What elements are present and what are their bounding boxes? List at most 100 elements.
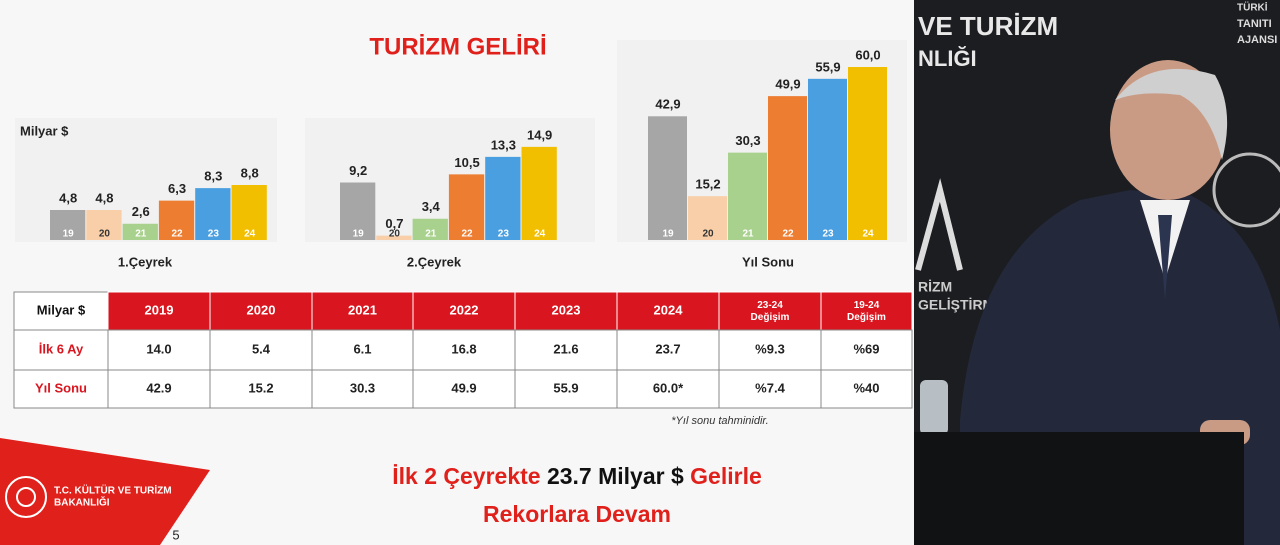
data-label: 2,6 [132, 204, 150, 219]
bar [158, 200, 195, 240]
table-header-cell [820, 291, 913, 331]
x-axis-label: Yıl Sonu [742, 254, 794, 269]
x-axis-label: 2.Çeyrek [407, 254, 462, 269]
data-label: 9,2 [349, 163, 367, 178]
backdrop-text: TANITI [1237, 18, 1272, 30]
backdrop-shape [915, 178, 963, 271]
bar [340, 182, 376, 240]
table-header-text: Milyar $ [37, 302, 86, 317]
data-label: 3,4 [422, 199, 441, 214]
data-label: 55,9 [815, 59, 840, 74]
table-cell-text: 30.3 [350, 380, 375, 395]
table-cell [820, 369, 913, 409]
table-header-cell [412, 291, 516, 331]
table-header-text: 2020 [247, 302, 276, 317]
table-cell-text: 16.8 [451, 341, 476, 356]
table-cell [209, 329, 313, 371]
data-label: 42,9 [655, 97, 680, 112]
table-cell-text: %7.4 [755, 380, 785, 395]
table-header-text: 2024 [654, 302, 684, 317]
bar [485, 156, 521, 240]
category-label: 19 [63, 229, 75, 240]
category-label: 22 [461, 229, 473, 240]
backdrop-text: GELİŞTİRME [918, 297, 1004, 313]
water-bottle [920, 380, 948, 435]
data-label: 15,2 [695, 177, 720, 192]
data-label: 8,3 [204, 169, 222, 184]
table-cell-text: %40 [853, 380, 879, 395]
logo-band [0, 438, 210, 545]
bar [728, 152, 767, 240]
table-cell-text: 42.9 [146, 380, 171, 395]
backdrop-text: VE TURİZM [918, 11, 1058, 41]
table-header-text: 2022 [450, 302, 479, 317]
headline: İlk 2 Çeyrekte 23.7 Milyar $ Gelirle [392, 463, 762, 489]
bar [648, 116, 687, 240]
table-header-cell [311, 291, 414, 331]
headline-part: Gelirle [690, 463, 762, 489]
data-label: 14,9 [527, 127, 552, 142]
table-header-text: 2021 [348, 302, 377, 317]
data-label: 49,9 [775, 77, 800, 92]
bar [376, 235, 412, 240]
table-header-cell [209, 291, 313, 331]
category-label: 19 [353, 229, 365, 240]
table-cell-text: 15.2 [248, 380, 273, 395]
table-cell-text: 21.6 [553, 341, 578, 356]
backdrop-text: RİZM [918, 279, 952, 295]
table-header-cell [718, 291, 822, 331]
speaker-tie [1158, 215, 1172, 300]
data-label: 8,8 [241, 165, 259, 180]
headline-part: İlk 2 Çeyrekte [392, 463, 540, 489]
bar [688, 196, 727, 240]
bar [122, 223, 158, 240]
table-cell [107, 329, 211, 371]
category-label: 24 [862, 229, 874, 240]
page-number: 5 [172, 527, 179, 542]
logo-text: BAKANLIĞI [54, 496, 110, 509]
category-label: 20 [99, 229, 111, 240]
x-axis-label: 1.Çeyrek [118, 254, 173, 269]
table-cell-text: 60.0* [653, 380, 684, 395]
table-cell-text: 23.7 [655, 341, 680, 356]
category-label: 23 [822, 229, 834, 240]
category-label: 21 [135, 229, 147, 240]
table-row-label: İlk 6 Ay [39, 341, 84, 356]
category-label: 24 [244, 229, 256, 240]
table-cell [616, 329, 720, 371]
bar [848, 67, 887, 240]
category-label: 21 [425, 229, 437, 240]
table-cell-text: 55.9 [553, 380, 578, 395]
table-cell-text: %9.3 [755, 341, 785, 356]
backdrop-text: TÜRKİ [1237, 1, 1268, 14]
table-cell-text: 49.9 [451, 380, 476, 395]
data-label: 0,7 [385, 216, 403, 231]
speaker-hair [1115, 68, 1228, 160]
table-cell [616, 369, 720, 409]
table-cell [820, 329, 913, 371]
table-cell [311, 369, 414, 409]
table-header-cell [514, 291, 618, 331]
slide-title: TURİZM GELİRİ [369, 33, 546, 60]
logo-emblem [16, 487, 36, 507]
table-cell [412, 329, 516, 371]
backdrop-text: AJANSI [1237, 34, 1277, 46]
backdrop-emblem [1212, 152, 1280, 228]
table-cell-text: 6.1 [353, 341, 371, 356]
data-label: 4,8 [59, 190, 77, 205]
table-header-text: 2023 [552, 302, 581, 317]
data-label: 4,8 [95, 190, 113, 205]
category-label: 23 [208, 229, 220, 240]
table-cell-text: %69 [853, 341, 879, 356]
table-row-label: Yıl Sonu [35, 380, 87, 395]
category-label: 24 [534, 229, 546, 240]
podium [914, 432, 1244, 545]
table-header-text: 19-24 Değişim [847, 300, 886, 323]
bar [50, 210, 86, 240]
logo-text: T.C. KÜLTÜR VE TURİZM [54, 484, 172, 497]
table-header-cell [107, 291, 211, 331]
table-cell-text: 5.4 [252, 341, 271, 356]
category-label: 23 [498, 229, 510, 240]
